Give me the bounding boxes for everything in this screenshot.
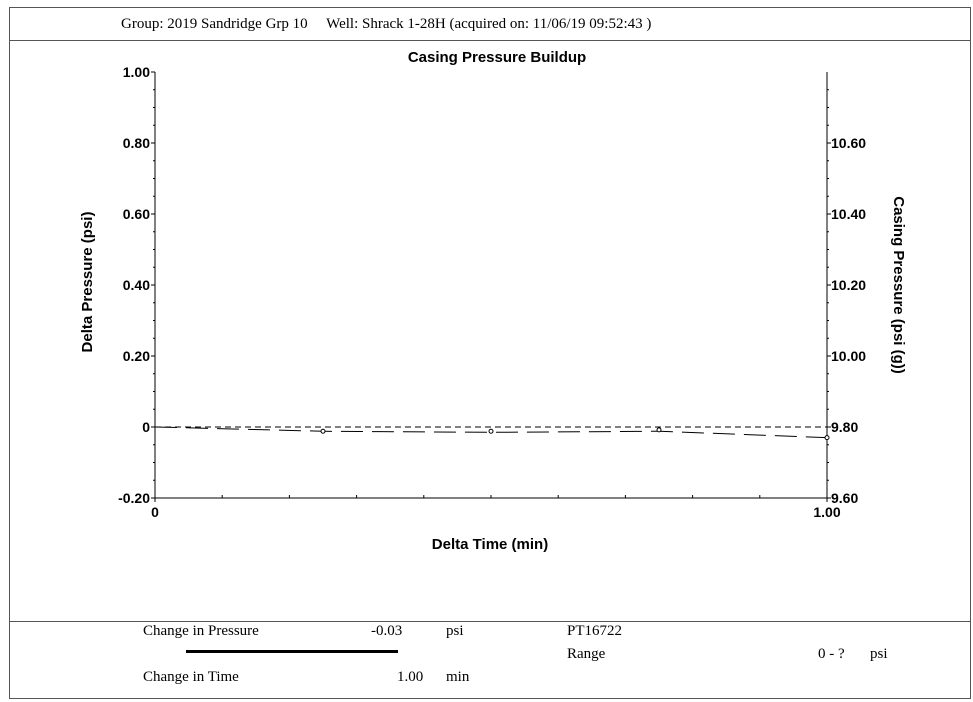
- plot-region: [10, 41, 970, 622]
- header-text: Group: 2019 Sandridge Grp 10 Well: Shrac…: [121, 16, 652, 32]
- fraction-divider: [186, 650, 398, 653]
- range-label: Range: [567, 646, 606, 662]
- gauge-id: PT16722: [567, 623, 623, 639]
- report-header: Group: 2019 Sandridge Grp 10 Well: Shrac…: [10, 8, 970, 41]
- change-pressure-unit: psi: [446, 623, 464, 639]
- change-time-unit: min: [446, 669, 470, 685]
- report-frame: Group: 2019 Sandridge Grp 10 Well: Shrac…: [9, 7, 971, 699]
- change-pressure-label: Change in Pressure: [143, 623, 259, 639]
- range-value: 0 - ?: [818, 646, 845, 662]
- range-unit: psi: [870, 646, 888, 662]
- change-pressure-value: -0.03: [371, 623, 403, 639]
- change-time-value: 1.00: [397, 669, 424, 685]
- change-time-label: Change in Time: [143, 669, 239, 685]
